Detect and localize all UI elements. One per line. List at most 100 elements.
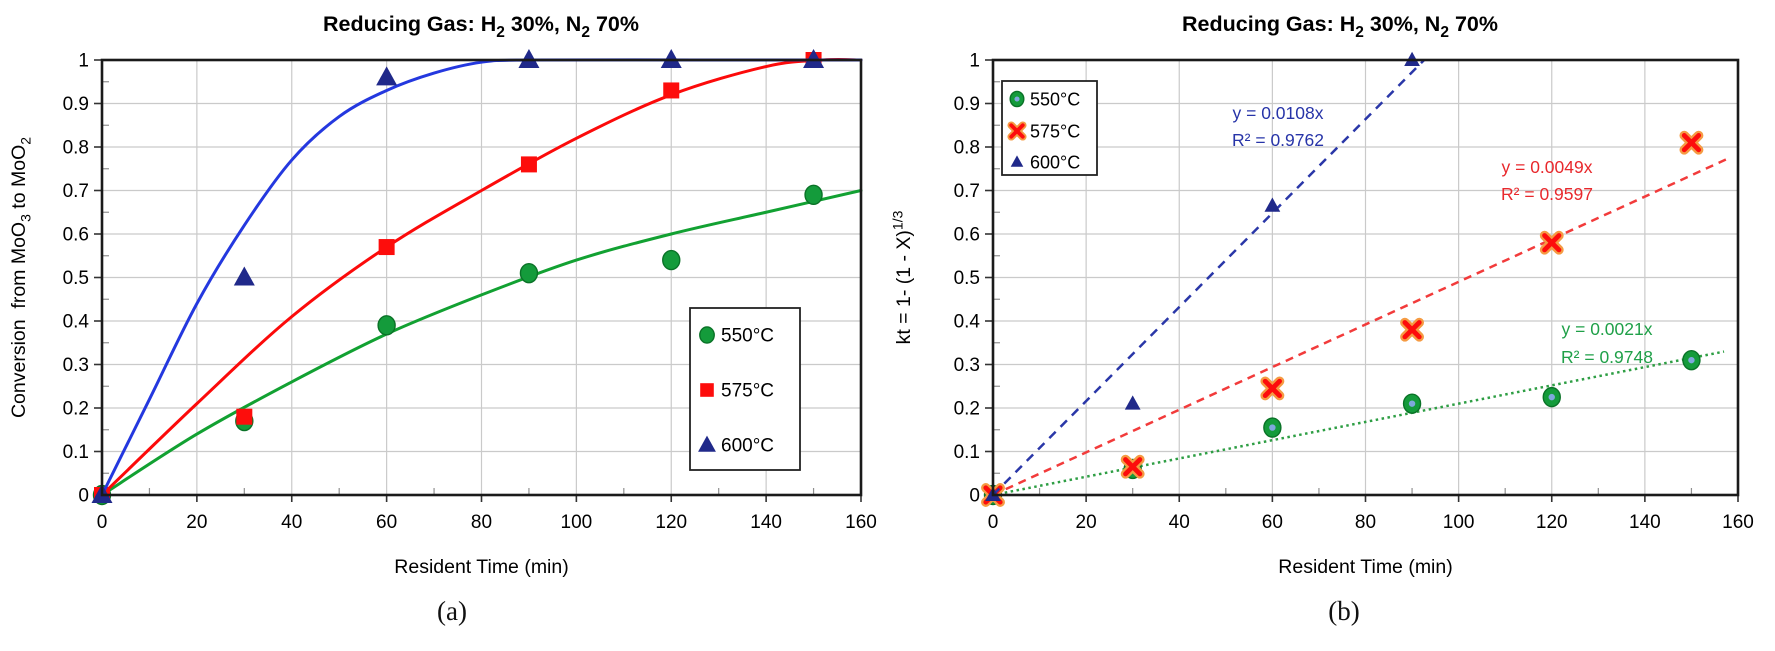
equation-r2-line: R² = 0.9748 (1561, 347, 1653, 367)
legend-label: 550°C (1030, 90, 1080, 110)
plot-border (100, 58, 863, 497)
y-tick-label: 0.8 (63, 138, 89, 159)
x-tick-label: 120 (655, 512, 687, 533)
y-tick-label: 0.4 (63, 312, 90, 333)
y-axis-label: kt = 1- (1 - X)1/3 (890, 210, 915, 344)
trend-line (992, 157, 1730, 497)
x-tick-label: 40 (281, 512, 302, 533)
fit-curve (100, 58, 863, 497)
y-tick-label: 0.1 (954, 442, 980, 463)
data-point-marker (1539, 230, 1564, 255)
legend-label: 600°C (1030, 153, 1080, 173)
y-tick-label: 0.5 (63, 268, 89, 289)
chart-panel-b: y = 0.0021x R² = 0.9748 y = 0.0049x R² = 0.… (890, 12, 1754, 578)
y-tick-label: 1 (969, 51, 980, 72)
tick-marks (94, 59, 862, 502)
data-point-marker (1009, 90, 1025, 108)
fit-curve (100, 189, 863, 497)
data-point-marker (1682, 349, 1701, 371)
y-tick-label: 0.7 (954, 181, 980, 202)
y-tick-label: 0 (78, 486, 89, 507)
y-tick-label: 0.3 (63, 355, 89, 376)
y-tick-label: 0.2 (954, 399, 980, 420)
y-tick-label: 0.3 (954, 355, 980, 376)
x-tick-label: 60 (376, 512, 397, 533)
data-point-marker (699, 326, 715, 344)
x-tick-label: 40 (1169, 512, 1190, 533)
caption-b: (b) (1328, 596, 1360, 626)
data-point-marker (1124, 395, 1141, 410)
data-point-marker (700, 383, 714, 397)
data-point-marker (1120, 454, 1145, 479)
data-point-marker (1400, 317, 1425, 342)
equation-line: y = 0.0049x (1502, 157, 1593, 177)
data-point-marker (519, 262, 539, 284)
chart-title: Reducing Gas: H2 30%, N2 70% (323, 12, 639, 41)
data-point-marker (662, 249, 681, 271)
data-point-marker (663, 82, 680, 99)
x-tick-label: 140 (750, 512, 782, 533)
y-tick-label: 0 (969, 486, 980, 507)
data-point-marker (1010, 155, 1024, 167)
x-tick-label: 140 (1629, 512, 1661, 533)
trend-equation: y = 0.0108x R² = 0.9762 (1232, 103, 1324, 150)
data-point-marker (1679, 130, 1704, 155)
legend: 550°C 575°C 600°C (1001, 80, 1098, 176)
x-tick-label: 0 (988, 512, 999, 533)
data-point-marker (376, 66, 398, 86)
legend-item-575C: 575°C (1007, 121, 1080, 142)
y-tick-label: 0.7 (63, 181, 89, 202)
trend-equation: y = 0.0049x R² = 0.9597 (1501, 157, 1593, 204)
data-point-marker (1542, 386, 1561, 408)
equation-r2-line: R² = 0.9762 (1232, 130, 1324, 150)
legend-label: 575°C (721, 381, 774, 402)
data-point-marker (803, 49, 825, 68)
legend-label: 575°C (1030, 122, 1080, 142)
legend: 550°C 575°C 600°C (689, 307, 801, 471)
legend-item-550C: 550°C (699, 326, 774, 347)
data-point-marker (1402, 393, 1422, 414)
trend-line (992, 59, 1426, 496)
x-tick-label: 80 (1355, 512, 1376, 533)
legend-label: 550°C (721, 326, 774, 347)
y-tick-label: 0.9 (954, 94, 980, 115)
series-550C: y = 0.0021x R² = 0.9748 (983, 319, 1725, 506)
x-tick-label: 100 (561, 512, 593, 533)
x-tick-label: 160 (845, 512, 877, 533)
caption-a: (a) (437, 596, 467, 626)
legend-item-600C: 600°C (1010, 153, 1080, 173)
tick-marks (985, 59, 1739, 502)
y-tick-label: 0.9 (63, 94, 89, 115)
data-point-marker (1260, 376, 1285, 401)
data-point-marker (236, 408, 253, 425)
x-axis-label: Resident Time (min) (394, 556, 568, 578)
data-point-marker (378, 239, 395, 256)
y-tick-label: 0.2 (63, 399, 89, 420)
y-tick-label: 0.8 (954, 138, 980, 159)
data-point-marker (377, 315, 396, 336)
chart-title: Reducing Gas: H2 30%, N2 70% (1182, 12, 1498, 41)
x-axis-label: Resident Time (min) (1278, 556, 1452, 578)
data-point-marker (1007, 121, 1027, 141)
legend-item-575C: 575°C (700, 381, 774, 402)
data-point-marker (660, 49, 682, 68)
y-tick-label: 1 (78, 51, 89, 72)
series-600C: y = 0.0108x R² = 0.9762 (985, 51, 1426, 501)
x-tick-label: 160 (1722, 512, 1754, 533)
y-tick-label: 0.4 (954, 312, 981, 333)
x-tick-label: 80 (471, 512, 492, 533)
data-point-marker (1263, 417, 1282, 438)
data-point-marker (804, 184, 823, 206)
x-tick-label: 0 (97, 512, 108, 533)
y-tick-label: 0.6 (954, 225, 980, 246)
y-axis-label: Conversion from MoO3 to MoO2 (8, 137, 33, 418)
trend-line (992, 350, 1725, 497)
data-point-marker (520, 156, 537, 173)
plot-border (991, 58, 1740, 497)
data-point-marker (698, 435, 716, 452)
equation-line: y = 0.0021x (1562, 319, 1653, 339)
legend-item-550C: 550°C (1009, 90, 1080, 110)
y-tick-label: 0.5 (954, 268, 980, 289)
